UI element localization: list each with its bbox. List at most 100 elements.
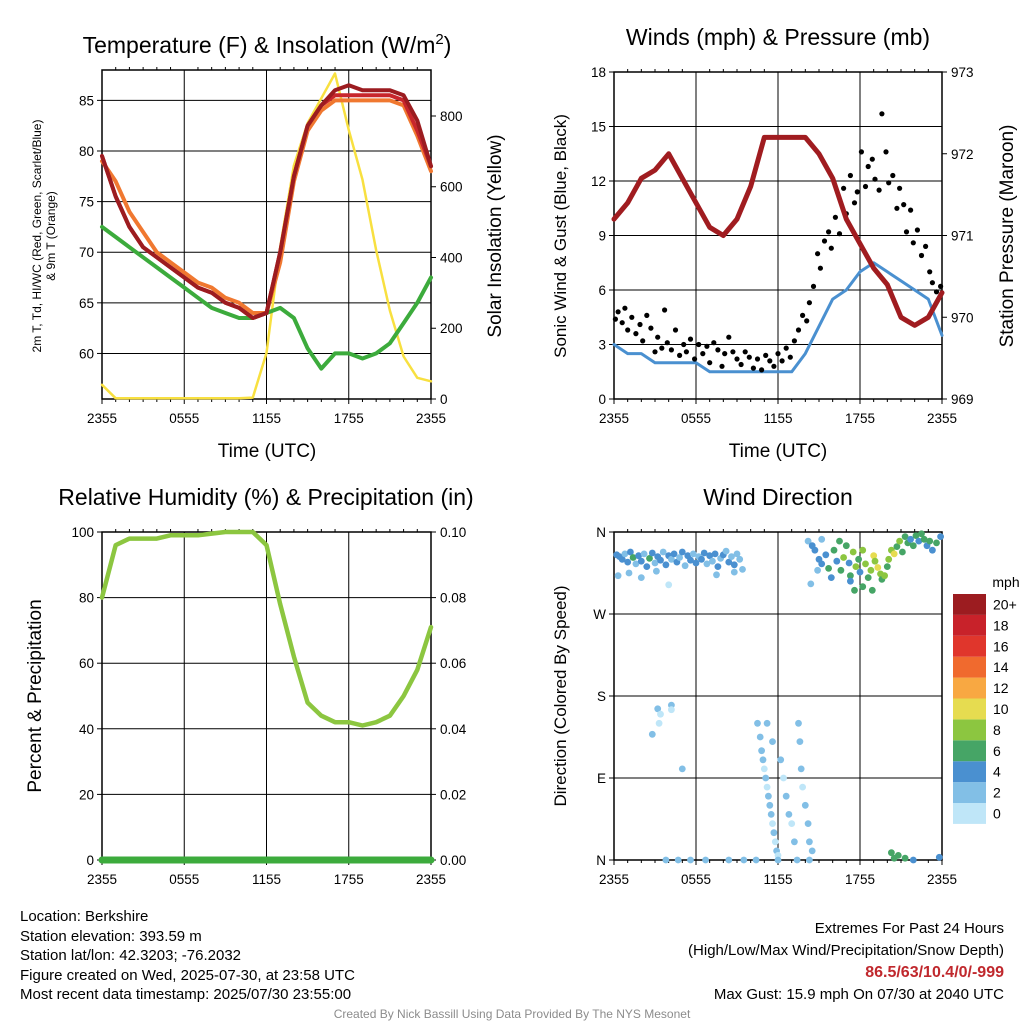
direction-point <box>655 719 663 727</box>
direction-point <box>654 705 662 713</box>
legend-swatch <box>953 594 986 615</box>
gust-point <box>662 307 668 313</box>
direction-point <box>713 571 720 579</box>
direction-point <box>871 557 879 565</box>
direction-point <box>849 548 857 556</box>
direction-point <box>797 765 805 773</box>
direction-point <box>629 554 637 561</box>
gust-point <box>746 354 752 360</box>
y-tick-label: 70 <box>79 245 94 260</box>
gust-point <box>933 289 940 295</box>
y-axis-label-left: Sonic Wind & Gust (Blue, Black) <box>551 114 570 358</box>
legend-swatch <box>953 719 986 741</box>
direction-point <box>818 535 826 543</box>
direction-point <box>754 719 761 727</box>
direction-point <box>689 550 697 558</box>
max-gust: Max Gust: 15.9 mph On 07/30 at 2040 UTC <box>713 986 1004 1003</box>
y-tick-label: 18 <box>591 65 606 80</box>
gust-point <box>841 185 847 191</box>
y-tick-label: 15 <box>591 120 606 135</box>
direction-point <box>740 856 748 864</box>
series-line-pressure <box>611 134 945 328</box>
y-right-tick-label: 973 <box>951 65 974 80</box>
direction-point <box>662 856 670 864</box>
gust-point <box>615 309 621 315</box>
gust-point <box>858 149 865 155</box>
extremes-title: Extremes For Past 24 Hours <box>814 920 1004 937</box>
y-tick-label: E <box>597 771 606 786</box>
direction-point <box>935 853 943 861</box>
direction-point <box>769 738 776 745</box>
gust-point <box>828 245 834 251</box>
gust-point <box>726 334 732 340</box>
direction-point <box>852 563 860 570</box>
gust-point <box>914 227 921 233</box>
y-tick-label: 9 <box>598 229 606 244</box>
gust-point <box>890 172 896 179</box>
gust-point <box>851 200 858 206</box>
x-tick-label: 1155 <box>252 411 281 426</box>
y-right-tick-label: 800 <box>440 109 463 124</box>
direction-point <box>782 792 790 800</box>
gust-point <box>659 345 665 351</box>
x-tick-label: 1155 <box>763 411 792 426</box>
direction-point <box>833 557 841 565</box>
gust-point <box>612 316 619 322</box>
extremes-subtitle: (High/Low/Max Wind/Precipitation/Snow De… <box>688 942 1004 959</box>
gust-point <box>687 336 694 342</box>
legend-label: 14 <box>993 659 1009 675</box>
direction-point <box>881 572 888 580</box>
direction-point <box>909 856 917 864</box>
direction-point <box>901 854 909 862</box>
legend-label: 2 <box>993 785 1001 801</box>
direction-point <box>933 539 940 547</box>
gust-point <box>810 283 817 289</box>
gust-point <box>783 345 789 351</box>
legend-label: 8 <box>993 722 1001 738</box>
direction-point <box>657 710 664 718</box>
gust-point <box>876 187 882 193</box>
direction-point <box>883 563 891 570</box>
direction-point <box>736 555 744 563</box>
y-right-tick-label: 0.00 <box>440 853 466 868</box>
y-right-tick-label: 972 <box>951 147 974 162</box>
direction-point <box>822 551 830 559</box>
legend-swatch <box>953 614 986 636</box>
direction-point <box>767 811 775 818</box>
gust-point <box>759 367 765 373</box>
figure-created: Figure created on Wed, 2025-07-30, at 23… <box>20 966 355 984</box>
gust-point <box>815 251 821 257</box>
y-tick-label: 80 <box>79 144 94 159</box>
legend-swatch <box>953 740 986 762</box>
gust-point <box>640 338 646 344</box>
direction-point <box>653 567 660 575</box>
gust-point <box>791 338 798 344</box>
legend-swatch <box>953 677 986 699</box>
legend-swatch <box>953 635 986 657</box>
series-line-relative-humidity <box>99 529 434 728</box>
direction-point <box>847 577 854 585</box>
direction-point <box>801 801 809 809</box>
direction-point <box>777 756 785 764</box>
direction-point <box>845 559 853 567</box>
series-line-4 <box>100 72 433 400</box>
direction-point <box>811 546 819 554</box>
y-tick-label: 100 <box>71 525 94 540</box>
extremes-box: Extremes For Past 24 Hours (High/Low/Max… <box>688 918 1004 1006</box>
gust-point <box>722 351 728 357</box>
y-axis-label-left: Direction (Colored By Speed) <box>551 585 570 806</box>
extremes-values: 86.5/63/10.4/0/-999 <box>865 964 1004 981</box>
direction-point <box>618 555 626 563</box>
legend-title: mph <box>992 574 1019 590</box>
gust-point <box>795 327 802 333</box>
y-right-tick-label: 0.10 <box>440 525 466 540</box>
gust-point <box>775 351 781 357</box>
direction-point <box>676 554 683 561</box>
gust-point <box>715 347 721 353</box>
x-tick-label: 2355 <box>599 411 629 426</box>
direction-point <box>709 557 716 565</box>
gust-point <box>806 300 813 306</box>
direction-point <box>687 556 694 564</box>
gust-point <box>730 349 736 355</box>
direction-point <box>791 838 798 846</box>
